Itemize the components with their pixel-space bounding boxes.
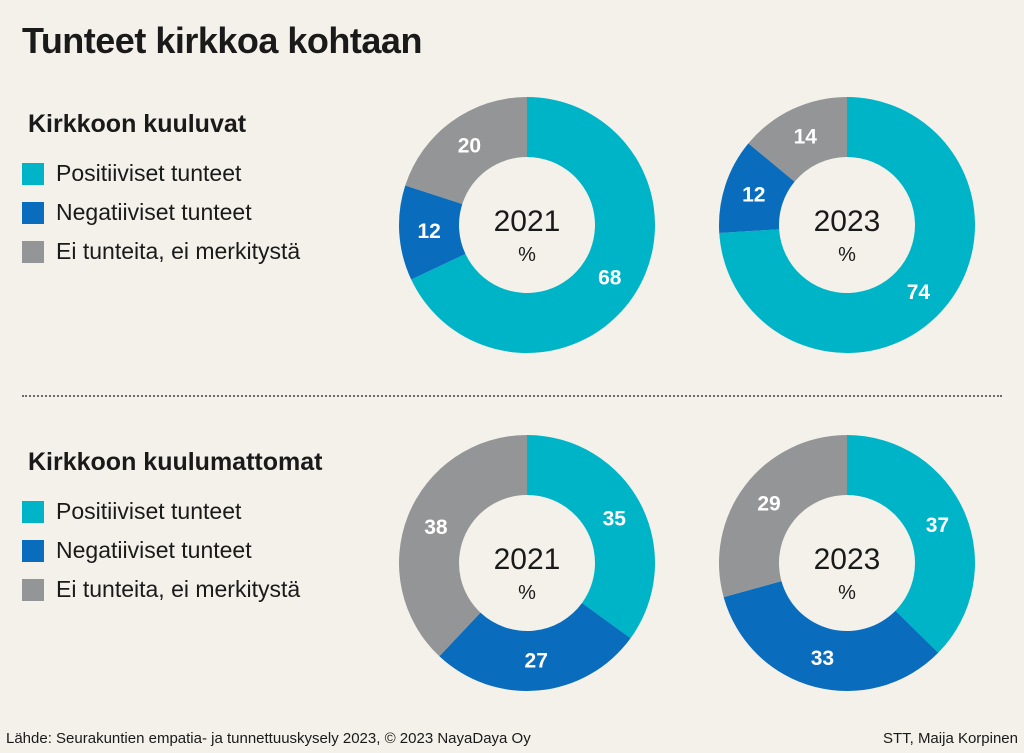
donut-chart-1: 68 12 20 2021% — [398, 97, 655, 353]
donut-slice-none — [748, 97, 847, 182]
source-note: Lähde: Seurakuntien empatia- ja tunnettu… — [6, 730, 531, 747]
legend-label-positive: Positiiviset tunteet — [56, 160, 242, 186]
slice-value-label-none: 14 — [794, 125, 818, 148]
donut-center-unit: % — [838, 582, 856, 604]
slice-value-label-positive: 74 — [907, 281, 931, 304]
legend-nonmembers: Positiiviset tunteet Negatiiviset tuntee… — [22, 492, 300, 609]
donut-center-unit: % — [518, 244, 536, 266]
legend-label-negative: Negatiiviset tunteet — [56, 199, 252, 225]
legend-label-positive: Positiiviset tunteet — [56, 498, 242, 524]
legend-swatch-negative — [22, 201, 44, 224]
slice-value-label-none: 38 — [424, 516, 448, 539]
donut-center-unit: % — [838, 244, 856, 266]
donut-slice-negative — [439, 602, 631, 691]
legend-swatch-none — [22, 578, 44, 601]
donut-slice-positive — [719, 97, 975, 353]
slice-value-label-none: 29 — [757, 493, 780, 516]
section-title-members: Kirkkoon kuuluvat — [28, 110, 247, 138]
donut-center-year: 2021 — [494, 543, 561, 576]
legend-item-positive: Positiiviset tunteet — [22, 492, 300, 531]
donut-slice-none — [405, 97, 527, 204]
section-divider — [22, 395, 1002, 397]
legend-item-positive: Positiiviset tunteet — [22, 154, 300, 193]
slice-value-label-none: 20 — [458, 135, 481, 158]
legend-item-negative: Negatiiviset tunteet — [22, 193, 300, 232]
legend-item-none: Ei tunteita, ei merkitystä — [22, 232, 300, 271]
donut-slice-negative — [719, 143, 795, 234]
donut-slice-positive — [527, 435, 655, 639]
donut-slice-none — [399, 435, 527, 657]
slice-value-label-negative: 27 — [525, 650, 548, 673]
legend-swatch-none — [22, 240, 44, 263]
legend-swatch-positive — [22, 162, 44, 185]
slice-value-label-positive: 37 — [926, 514, 949, 537]
slice-value-label-positive: 35 — [603, 508, 627, 531]
legend-item-negative: Negatiiviset tunteet — [22, 531, 300, 570]
legend-swatch-negative — [22, 539, 44, 562]
slice-value-label-positive: 68 — [598, 267, 622, 290]
credit-note: STT, Maija Korpinen — [882, 730, 1018, 747]
donut-slice-positive — [847, 435, 975, 653]
slice-value-label-negative: 33 — [811, 647, 834, 670]
donut-center-unit: % — [518, 582, 536, 604]
section-title-nonmembers: Kirkkoon kuulumattomat — [28, 448, 323, 476]
donut-chart-4: 37 33 29 2023% — [719, 435, 975, 691]
donut-center-year: 2021 — [494, 205, 561, 238]
donut-chart-3: 35 27 38 2021% — [399, 435, 655, 691]
legend-item-none: Ei tunteita, ei merkitystä — [22, 570, 300, 609]
chart-title: Tunteet kirkkoa kohtaan — [22, 20, 422, 61]
donut-slice-negative — [723, 581, 939, 691]
slice-value-label-negative: 12 — [418, 220, 441, 243]
slice-value-label-negative: 12 — [742, 184, 765, 207]
legend-members: Positiiviset tunteet Negatiiviset tuntee… — [22, 154, 300, 271]
legend-label-none: Ei tunteita, ei merkitystä — [56, 238, 301, 264]
donut-chart-2: 74 12 14 2023% — [719, 97, 975, 353]
donut-slice-none — [719, 435, 847, 598]
donut-slice-negative — [398, 185, 466, 280]
legend-label-none: Ei tunteita, ei merkitystä — [56, 576, 301, 602]
donut-center-year: 2023 — [814, 205, 881, 238]
legend-swatch-positive — [22, 500, 44, 523]
donut-slice-positive — [411, 97, 655, 353]
legend-label-negative: Negatiiviset tunteet — [56, 537, 252, 563]
donut-center-year: 2023 — [814, 543, 881, 576]
